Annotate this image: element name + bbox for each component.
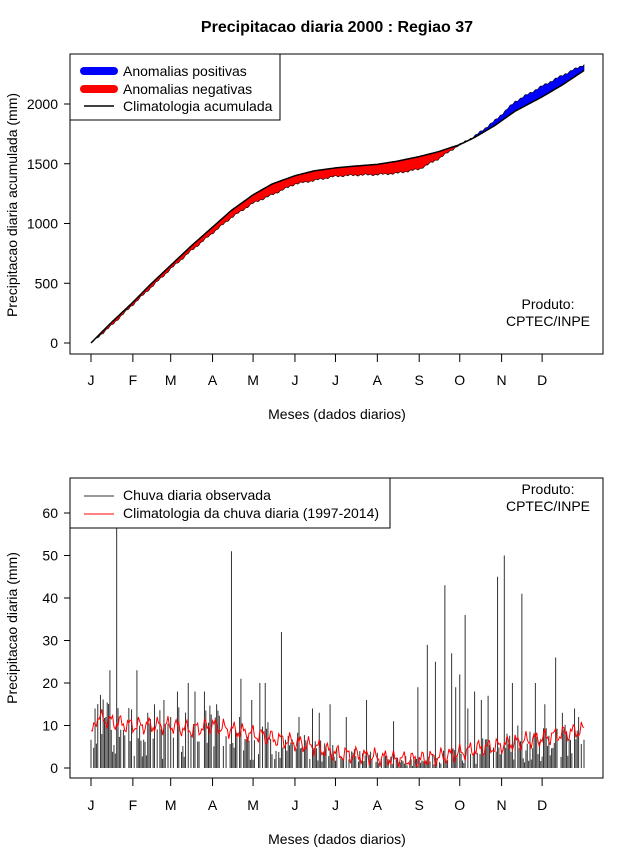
lower-y-tick-label: 0 <box>50 760 58 776</box>
lower-legend: Chuva diaria observada Climatologia da c… <box>69 477 391 529</box>
daily-climatology-line <box>90 709 585 769</box>
upper-x-tick-label: F <box>129 372 138 388</box>
daily-chart: 0 10 20 30 40 50 60 J F M A M J J A S O N D Meses (dados … <box>4 477 604 847</box>
lower-x-tick-label: J <box>291 797 298 813</box>
upper-x-tick-label: N <box>497 372 507 388</box>
upper-y-tick-label: 1500 <box>27 156 58 172</box>
lower-y-ticks: 0 10 20 30 40 50 60 <box>42 505 70 776</box>
upper-y-label: Precipitacao diaria acumulada (mm) <box>4 93 20 317</box>
legend-positive-label: Anomalias positivas <box>123 63 247 79</box>
upper-y-tick-label: 500 <box>35 275 59 291</box>
upper-x-tick-label: M <box>165 372 177 388</box>
daily-rain-bars <box>90 525 585 768</box>
upper-x-tick-label: O <box>454 372 465 388</box>
upper-x-tick-label: S <box>415 372 424 388</box>
upper-y-ticks: 0 500 1000 1500 2000 <box>27 96 70 351</box>
negative-anomaly-area <box>96 143 461 339</box>
lower-x-tick-label: O <box>454 797 465 813</box>
upper-x-tick-label: M <box>247 372 259 388</box>
chart-title: Precipitacao diaria 2000 : Regiao 37 <box>201 19 473 36</box>
upper-y-tick-label: 0 <box>50 335 58 351</box>
upper-x-tick-label: J <box>291 372 298 388</box>
upper-x-tick-label: J <box>88 372 95 388</box>
lower-x-tick-label: A <box>373 797 383 813</box>
upper-x-label: Meses (dados diarios) <box>268 406 406 422</box>
lower-x-tick-label: N <box>497 797 507 813</box>
legend-climatology-label: Climatologia acumulada <box>123 98 273 114</box>
lower-x-tick-label: F <box>129 797 138 813</box>
lower-y-tick-label: 40 <box>42 590 58 606</box>
lower-x-tick-label: A <box>208 797 218 813</box>
lower-y-tick-label: 30 <box>42 633 58 649</box>
lower-x-label: Meses (dados diarios) <box>268 831 406 847</box>
legend-daily-climatology-label: Climatologia da chuva diaria (1997-2014) <box>123 505 379 521</box>
lower-product-source: CPTEC/INPE <box>506 498 590 514</box>
upper-y-tick-label: 1000 <box>27 216 58 232</box>
legend-negative-label: Anomalias negativas <box>123 81 252 97</box>
lower-y-tick-label: 10 <box>42 718 58 734</box>
lower-y-tick-label: 60 <box>42 505 58 521</box>
upper-product-label: Produto: <box>522 296 575 312</box>
accumulated-chart: 0 500 1000 1500 2000 J F M A M J J A S O N D Meses (dad… <box>4 53 604 422</box>
lower-x-tick-label: M <box>247 797 259 813</box>
lower-x-tick-label: D <box>537 797 547 813</box>
lower-x-tick-label: J <box>332 797 339 813</box>
lower-x-tick-label: J <box>88 797 95 813</box>
lower-y-tick-label: 20 <box>42 675 58 691</box>
positive-anomaly-area <box>468 63 585 141</box>
upper-x-tick-label: A <box>208 372 218 388</box>
upper-x-tick-label: A <box>373 372 383 388</box>
lower-legend-box <box>69 477 391 529</box>
upper-legend: Anomalias positivas Anomalias negativas … <box>69 53 281 121</box>
upper-product-source: CPTEC/INPE <box>506 313 590 329</box>
legend-observed-label: Chuva diaria observada <box>123 487 271 503</box>
upper-x-tick-label: J <box>332 372 339 388</box>
lower-x-tick-label: M <box>165 797 177 813</box>
upper-x-tick-label: D <box>537 372 547 388</box>
lower-y-tick-label: 50 <box>42 548 58 564</box>
lower-y-label: Precipitacao diaria (mm) <box>4 552 20 704</box>
lower-product-label: Produto: <box>522 481 575 497</box>
lower-x-tick-label: S <box>415 797 424 813</box>
climatology-accum-line <box>90 69 585 344</box>
upper-y-tick-label: 2000 <box>27 96 58 112</box>
